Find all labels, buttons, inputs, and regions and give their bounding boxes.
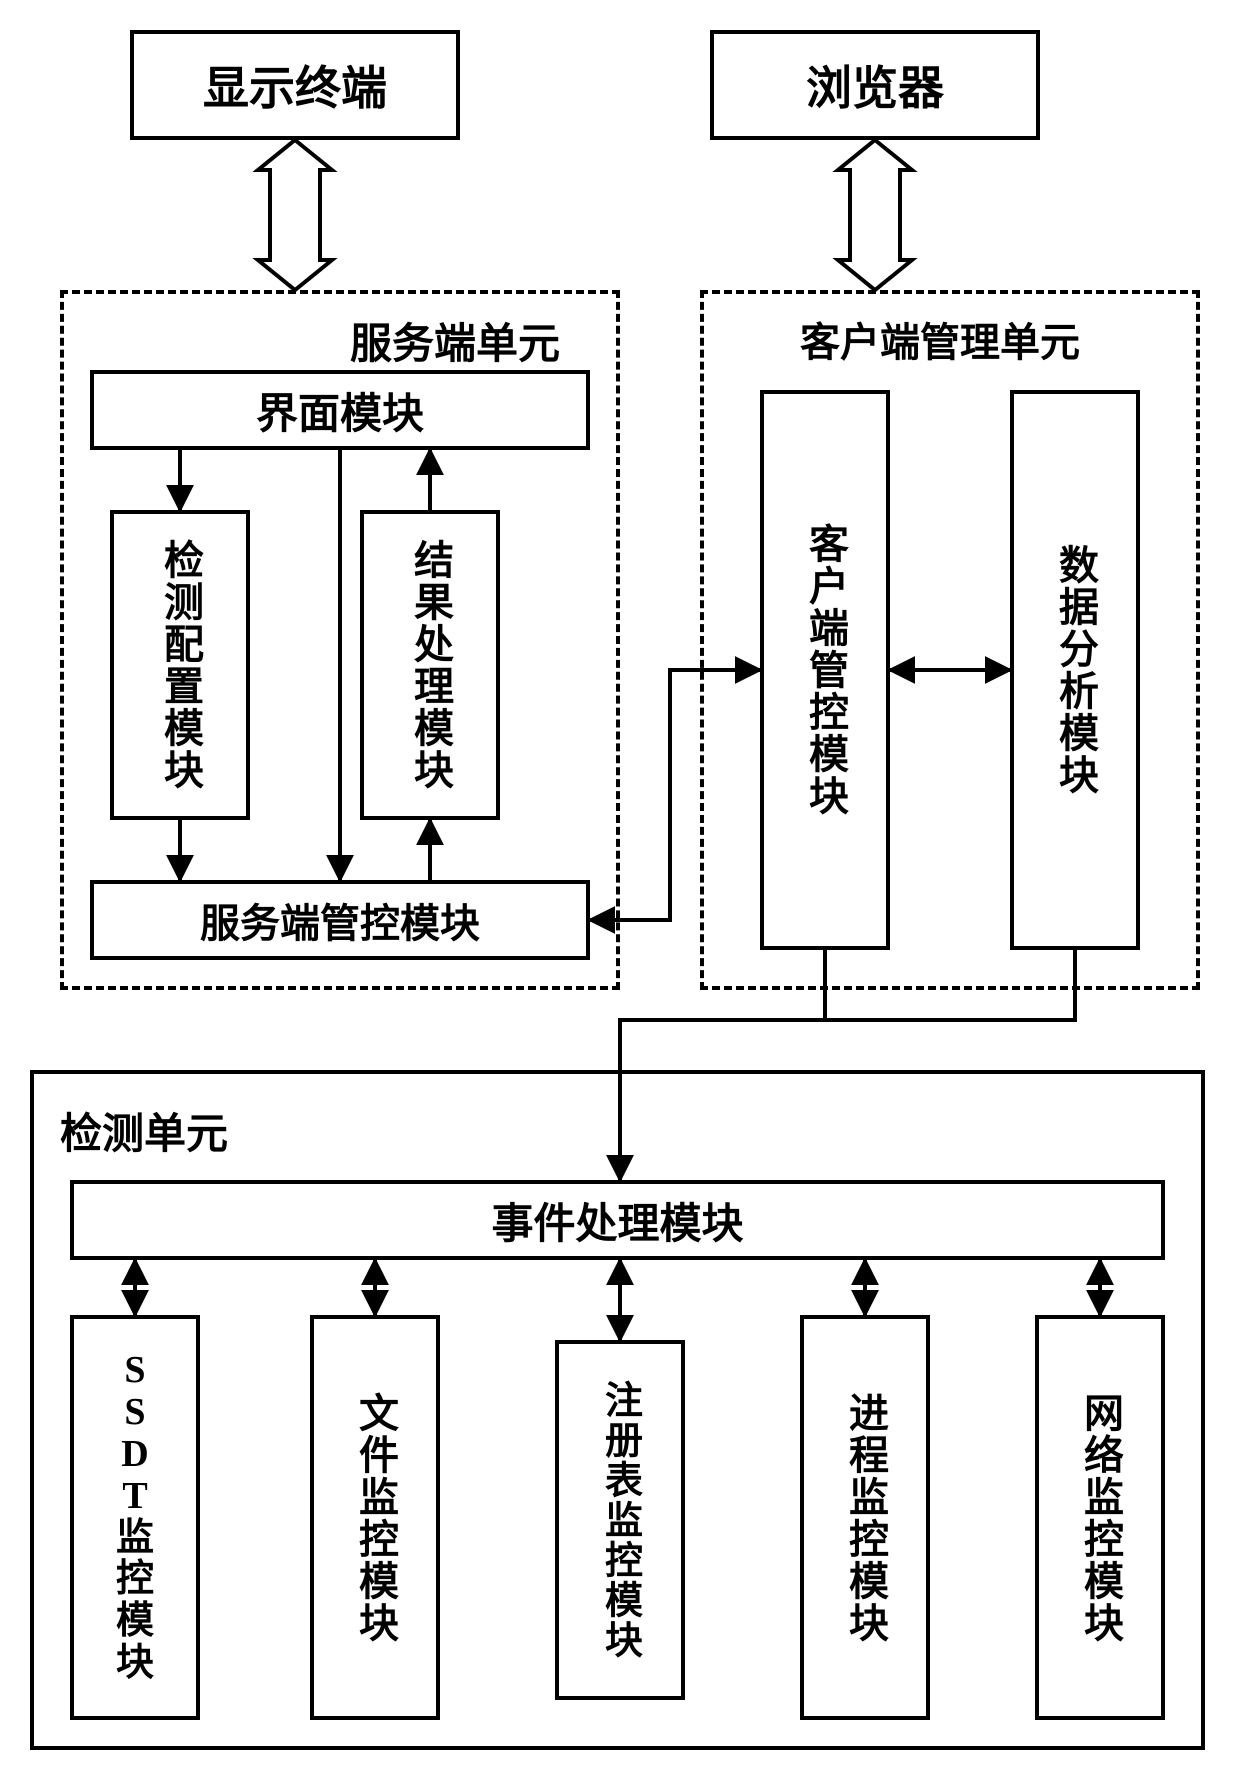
browser-label: 浏览器 [806, 52, 944, 118]
file-box: 文件监控模块 [310, 1315, 440, 1720]
file-label: 文件监控模块 [346, 1392, 404, 1644]
reg-box: 注册表监控模块 [555, 1340, 685, 1700]
proc-label: 进程监控模块 [836, 1392, 894, 1644]
net-box: 网络监控模块 [1035, 1315, 1165, 1720]
event_proc-box: 事件处理模块 [70, 1180, 1165, 1260]
display_terminal-label: 显示终端 [203, 52, 387, 118]
server_ctrl-box: 服务端管控模块 [90, 880, 590, 960]
ui_module-box: 界面模块 [90, 370, 590, 450]
client_ctrl-box: 客户端管控模块 [760, 390, 890, 950]
hollow-double-arrow [258, 140, 332, 290]
net-label: 网络监控模块 [1071, 1392, 1129, 1644]
detect_config-box: 检测配置模块 [110, 510, 250, 820]
browser-box: 浏览器 [710, 30, 1040, 140]
client_unit-label: 客户端管理单元 [800, 310, 1080, 368]
data_analysis-label: 数据分析模块 [1046, 544, 1104, 796]
display_terminal-box: 显示终端 [130, 30, 460, 140]
data_analysis-box: 数据分析模块 [1010, 390, 1140, 950]
detect_unit-label: 检测单元 [60, 1100, 228, 1161]
ui_module-label: 界面模块 [256, 380, 424, 441]
proc-box: 进程监控模块 [800, 1315, 930, 1720]
ssdt-box: S S D T监 控 模 块 [70, 1315, 200, 1720]
event_proc-label: 事件处理模块 [491, 1190, 743, 1251]
server_ctrl-label: 服务端管控模块 [200, 891, 480, 949]
ssdt-label: S S D T监 控 模 块 [116, 1350, 154, 1684]
detect_config-label: 检测配置模块 [151, 539, 209, 791]
server_unit-label: 服务端单元 [350, 310, 560, 371]
reg-label: 注册表监控模块 [593, 1380, 648, 1660]
result_proc-box: 结果处理模块 [360, 510, 500, 820]
client_ctrl-label: 客户端管控模块 [796, 523, 854, 817]
diagram-canvas: 显示终端 浏览器服务端单元 客户端管理单元界面模块检测配置模块 结果处理模块服务端管控… [0, 0, 1233, 1788]
result_proc-label: 结果处理模块 [401, 539, 459, 791]
hollow-double-arrow [838, 140, 912, 290]
